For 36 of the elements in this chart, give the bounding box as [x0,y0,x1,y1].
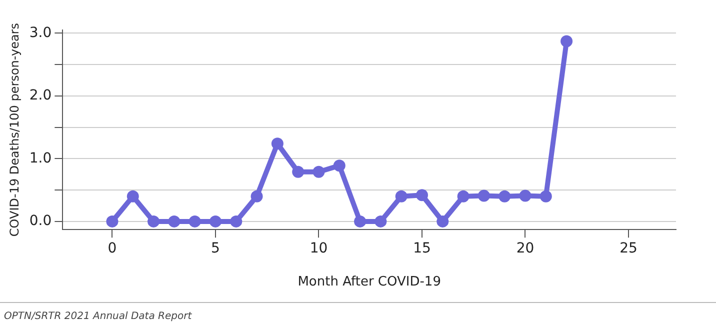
point [560,35,573,48]
point [126,190,139,202]
x-tick-label: 5 [211,240,220,257]
x-tick-label: 0 [108,240,117,257]
point [148,215,160,228]
point [436,215,449,228]
point [478,190,490,202]
point [416,189,428,202]
point [354,215,366,228]
point [209,215,222,228]
y-tick-label: 0.0 [29,213,52,230]
y-tick-label: 3.0 [29,24,52,41]
point [188,215,201,228]
point [498,190,511,202]
y-tick-label: 1.0 [29,150,52,166]
x-tick-label: 10 [310,240,328,257]
y-axis-title: COVID-19 Deaths/100 person-years [7,23,22,237]
y-tick-label: 2.0 [29,88,52,104]
point [374,215,387,228]
text: OPTN/SRTR 2021 Annual Data Report [4,311,192,322]
point [230,215,242,228]
point [271,138,284,150]
point [168,215,180,228]
x-axis-title: Month After COVID-19 [298,274,441,290]
x-tick-label: 20 [516,240,534,257]
point [312,166,325,178]
point [395,190,408,202]
point [540,190,552,202]
x-tick-label: 15 [413,240,431,257]
point [457,190,470,202]
point [292,166,304,178]
point [519,190,532,202]
point [106,215,118,228]
x-tick-label: 25 [620,240,638,257]
point [250,190,263,202]
point [333,160,346,172]
